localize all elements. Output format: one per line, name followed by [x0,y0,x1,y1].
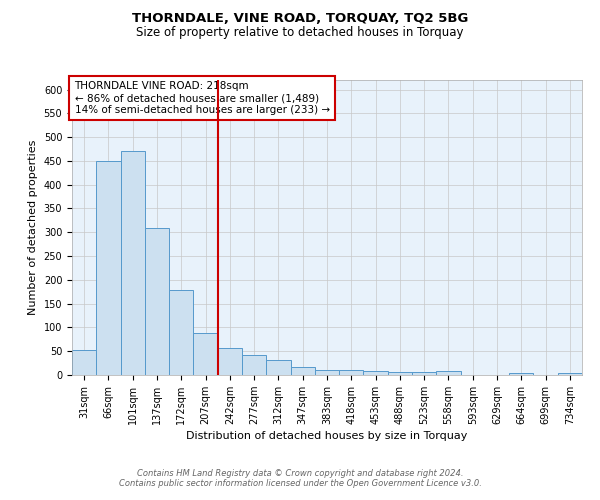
Text: THORNDALE, VINE ROAD, TORQUAY, TQ2 5BG: THORNDALE, VINE ROAD, TORQUAY, TQ2 5BG [132,12,468,26]
Y-axis label: Number of detached properties: Number of detached properties [28,140,38,315]
Bar [266,360,290,375]
Bar [169,290,193,375]
Bar [558,372,582,375]
Bar [364,370,388,375]
Bar [290,368,315,375]
Bar [315,370,339,375]
Bar [388,372,412,375]
Bar [218,348,242,375]
Bar [509,373,533,375]
Bar [145,228,169,375]
Text: Contains public sector information licensed under the Open Government Licence v3: Contains public sector information licen… [119,478,481,488]
Bar [436,371,461,375]
Text: Contains HM Land Registry data © Crown copyright and database right 2024.: Contains HM Land Registry data © Crown c… [137,468,463,477]
Bar [193,333,218,375]
Bar [339,370,364,375]
Bar [72,350,96,375]
Bar [96,161,121,375]
Bar [242,354,266,375]
Text: Size of property relative to detached houses in Torquay: Size of property relative to detached ho… [136,26,464,39]
X-axis label: Distribution of detached houses by size in Torquay: Distribution of detached houses by size … [187,431,467,441]
Bar [412,372,436,375]
Text: THORNDALE VINE ROAD: 218sqm
← 86% of detached houses are smaller (1,489)
14% of : THORNDALE VINE ROAD: 218sqm ← 86% of det… [74,82,329,114]
Bar [121,152,145,375]
